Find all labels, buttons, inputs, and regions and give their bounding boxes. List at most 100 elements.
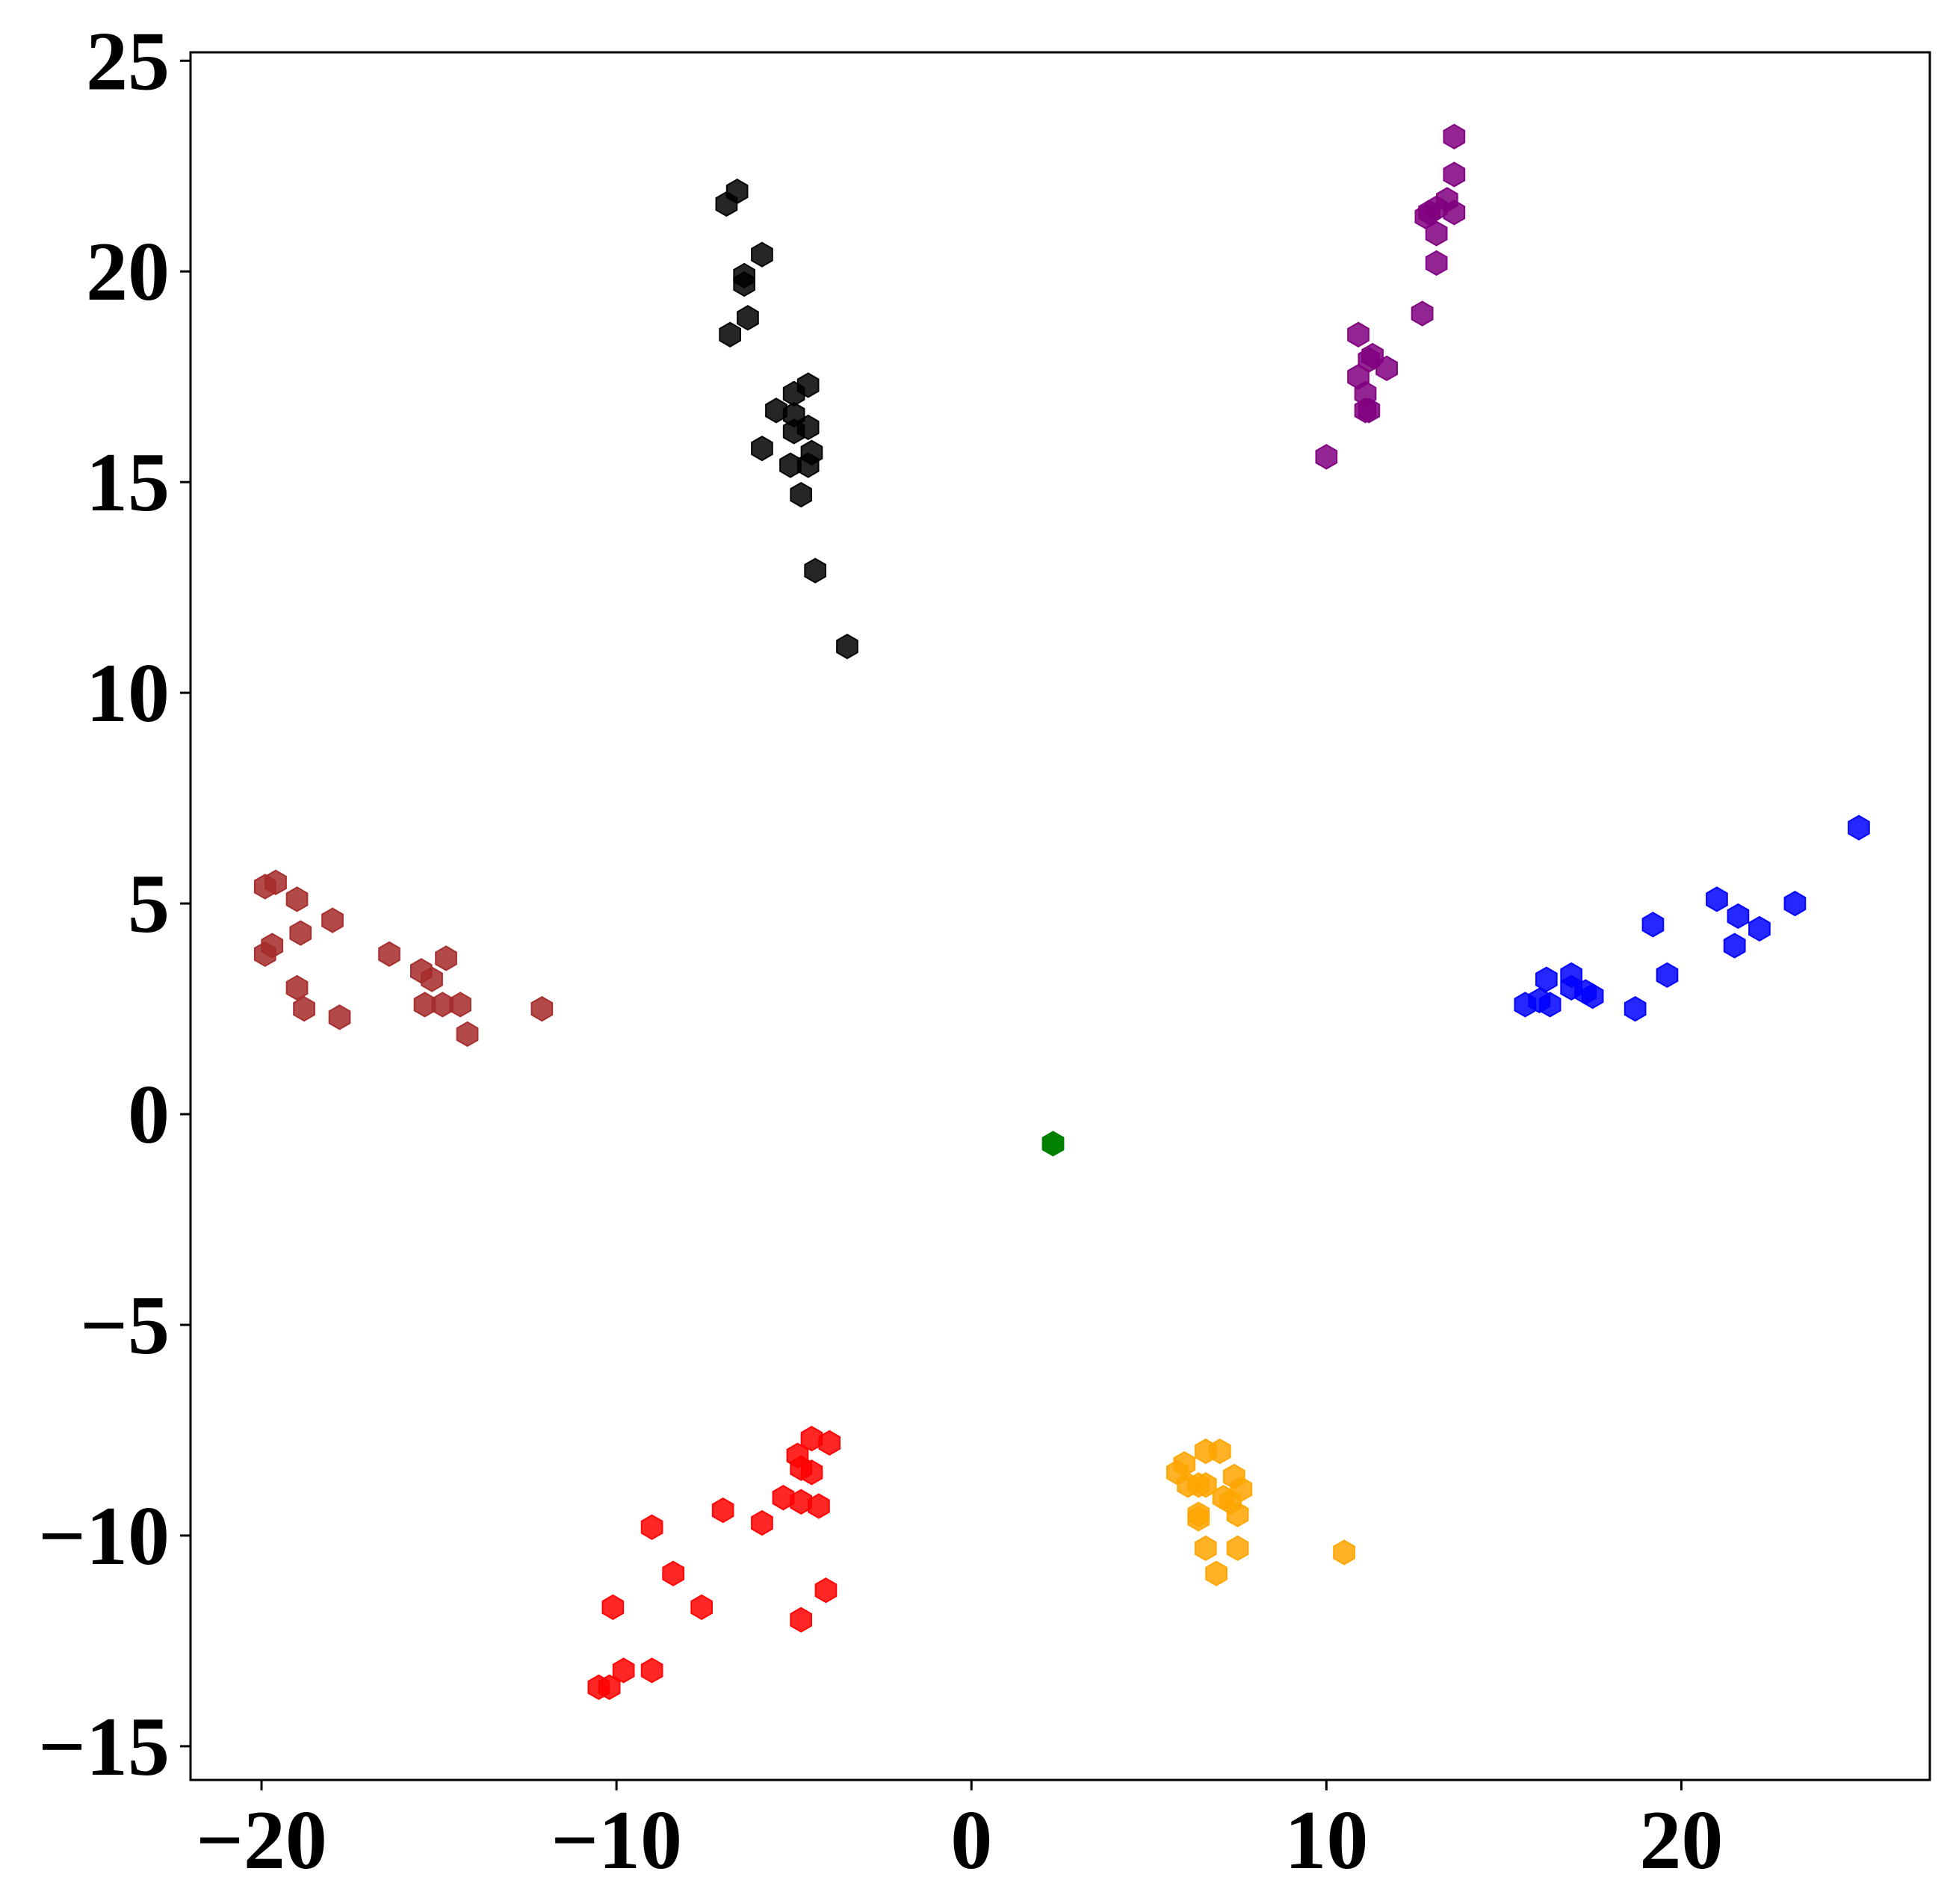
data-point: [253, 941, 276, 967]
data-point: [530, 995, 554, 1022]
data-point: [1187, 1506, 1210, 1532]
data-point: [1706, 886, 1728, 912]
data-point: [1538, 992, 1561, 1018]
data-point: [1358, 398, 1381, 424]
points-layer: [253, 123, 1870, 1701]
data-point: [640, 1514, 663, 1540]
data-point: [818, 1429, 841, 1456]
data-point: [1375, 355, 1398, 382]
series-0: [715, 178, 858, 660]
y-tick-label: 0: [128, 1069, 170, 1161]
x-tick-label: 10: [1284, 1794, 1368, 1887]
data-point: [1194, 1535, 1217, 1562]
plot-frame: [189, 51, 1931, 1781]
data-point: [1514, 992, 1537, 1018]
data-point: [711, 1497, 734, 1524]
x-axis: −20 −10 0 10 20: [196, 1780, 1723, 1887]
x-tick-label: 0: [950, 1794, 992, 1887]
data-point: [378, 941, 400, 967]
data-point: [285, 974, 309, 1001]
data-point: [449, 992, 471, 1018]
data-point: [1315, 444, 1338, 470]
data-point: [662, 1560, 684, 1586]
data-point: [804, 557, 826, 584]
series-2: [1514, 815, 1870, 1022]
data-point: [1411, 300, 1434, 327]
data-point: [1581, 983, 1604, 1010]
data-point: [1443, 161, 1466, 188]
data-point: [737, 305, 759, 331]
data-point: [328, 1004, 351, 1030]
data-point: [790, 1489, 812, 1515]
data-point: [690, 1594, 713, 1620]
data-point: [1624, 995, 1647, 1022]
data-point: [253, 874, 276, 900]
data-point: [751, 1509, 773, 1536]
data-point: [790, 1607, 812, 1633]
y-tick-label: −5: [80, 1279, 170, 1372]
data-point: [765, 398, 787, 424]
data-point: [1347, 321, 1369, 347]
y-tick-label: 25: [86, 15, 170, 108]
series-3: [253, 869, 554, 1048]
data-point: [435, 945, 457, 971]
data-point: [321, 907, 344, 933]
data-point: [808, 1493, 830, 1519]
data-point: [1723, 933, 1746, 959]
data-point: [772, 1485, 795, 1511]
y-tick-label: −15: [38, 1701, 170, 1793]
data-point: [1748, 915, 1771, 942]
data-point: [1425, 220, 1448, 247]
data-point: [1226, 1535, 1249, 1562]
data-point: [1208, 1438, 1231, 1465]
data-point: [1443, 200, 1466, 226]
data-point: [1641, 912, 1665, 938]
data-point: [640, 1657, 663, 1684]
data-point: [285, 886, 309, 912]
data-point: [456, 1021, 479, 1048]
data-point: [796, 452, 820, 478]
series-6: [1166, 1438, 1355, 1586]
data-point: [1226, 1501, 1249, 1527]
data-point: [1848, 815, 1870, 841]
data-point: [1783, 890, 1807, 917]
series-5: [587, 1426, 841, 1701]
data-point: [733, 271, 755, 297]
data-point: [782, 418, 805, 445]
data-point: [715, 191, 738, 217]
data-point: [1425, 250, 1448, 276]
data-point: [587, 1674, 610, 1701]
data-point: [814, 1577, 838, 1604]
x-tick-label: 20: [1639, 1794, 1723, 1887]
data-point: [421, 966, 443, 992]
series-4: [1041, 1131, 1065, 1157]
data-point: [1535, 966, 1558, 992]
x-tick-label: −20: [196, 1794, 327, 1887]
data-point: [719, 321, 741, 347]
data-point: [800, 1459, 823, 1486]
data-point: [1727, 903, 1750, 930]
data-point: [612, 1657, 635, 1684]
data-point: [1194, 1472, 1217, 1498]
data-point: [601, 1594, 625, 1620]
data-point: [289, 920, 312, 946]
data-point: [293, 995, 315, 1022]
data-point: [1041, 1131, 1065, 1157]
data-point: [1443, 123, 1466, 149]
data-point: [790, 481, 812, 508]
data-point: [800, 1426, 823, 1452]
x-tick-label: −10: [551, 1794, 682, 1887]
series-1: [1315, 123, 1466, 470]
y-tick-label: 10: [86, 647, 170, 740]
y-tick-label: 20: [86, 226, 170, 318]
data-point: [836, 633, 858, 660]
data-point: [1333, 1539, 1355, 1565]
data-point: [751, 435, 773, 462]
y-tick-label: −10: [38, 1490, 170, 1583]
y-axis: −15 −10 −5 0 5 10 15 20 25: [38, 15, 191, 1793]
y-tick-label: 15: [86, 436, 170, 529]
data-point: [751, 241, 773, 268]
data-point: [1205, 1560, 1228, 1586]
y-tick-label: 5: [128, 858, 170, 951]
